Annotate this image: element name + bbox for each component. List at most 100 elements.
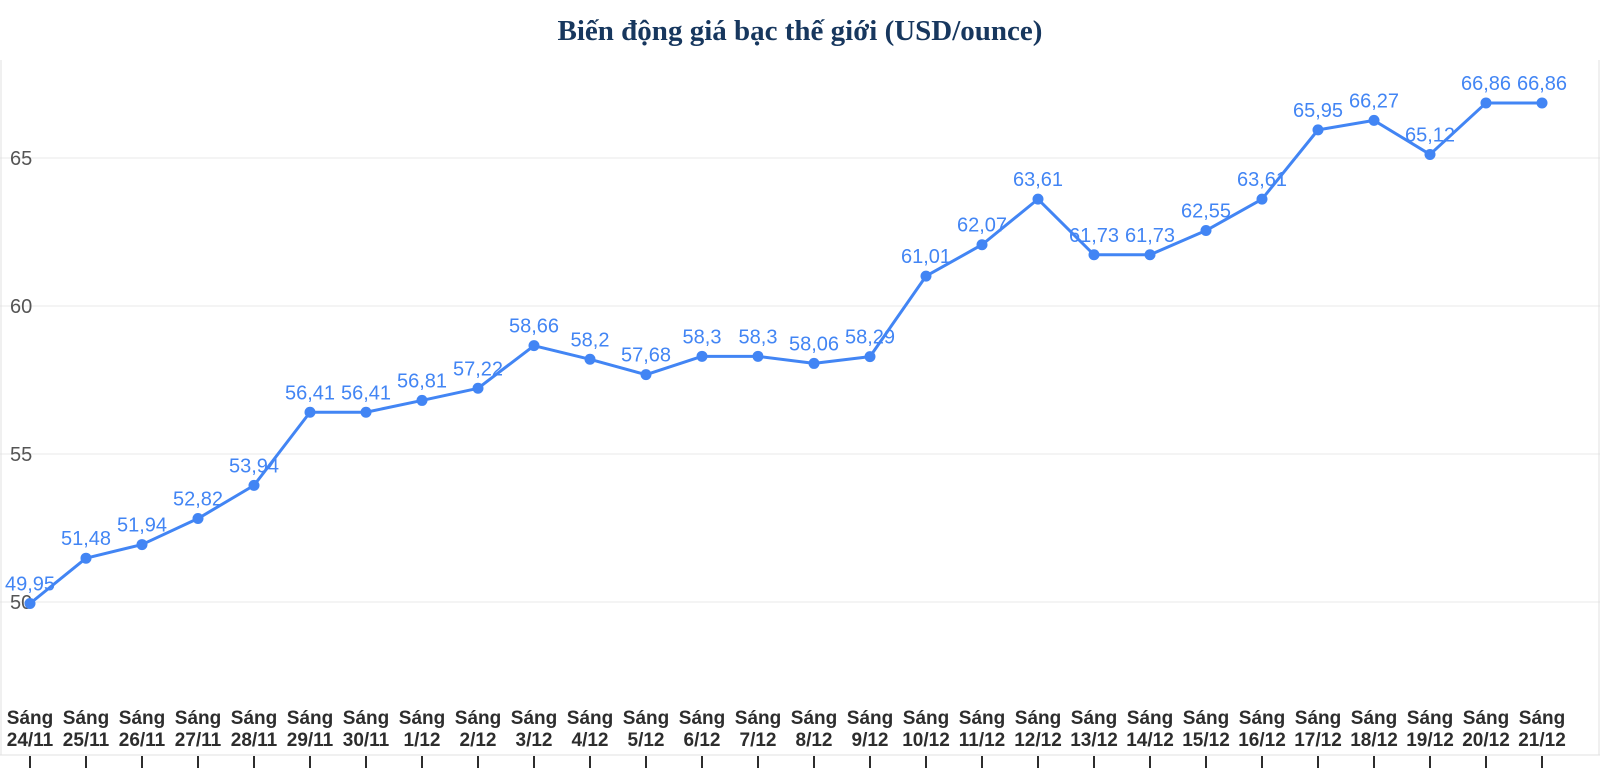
x-tick-label-top: Sáng bbox=[567, 708, 613, 729]
x-tick-label-top: Sáng bbox=[7, 708, 53, 729]
data-point-marker bbox=[1312, 124, 1324, 136]
x-tick-label-date: 17/12 bbox=[1294, 730, 1342, 751]
data-point-label: 62,55 bbox=[1181, 201, 1231, 223]
y-tick-label: 60 bbox=[10, 296, 32, 318]
x-tick-label-date: 13/12 bbox=[1070, 730, 1118, 751]
x-tick-label-top: Sáng bbox=[1239, 708, 1285, 729]
x-tick-label-date: 4/12 bbox=[572, 730, 609, 751]
data-point-label: 65,95 bbox=[1293, 100, 1343, 122]
data-point-label: 61,01 bbox=[901, 246, 951, 268]
x-tick-label-date: 7/12 bbox=[740, 730, 777, 751]
data-point-marker bbox=[976, 239, 988, 251]
x-tick-label-top: Sáng bbox=[231, 708, 277, 729]
data-point-marker bbox=[360, 406, 372, 418]
x-tick-label-date: 9/12 bbox=[852, 730, 889, 751]
x-tick-label-date: 1/12 bbox=[404, 730, 441, 751]
data-point-label: 63,61 bbox=[1013, 169, 1063, 191]
plot-area: 50556065Sáng24/11Sáng25/11Sáng26/11Sáng2… bbox=[0, 60, 1600, 768]
data-point-label: 52,82 bbox=[173, 489, 223, 511]
data-point-marker bbox=[24, 597, 36, 609]
y-tick-label: 55 bbox=[10, 444, 32, 466]
data-point-marker bbox=[1088, 249, 1100, 261]
data-point-label: 53,94 bbox=[229, 455, 279, 477]
x-tick-label-date: 11/12 bbox=[959, 730, 1006, 751]
x-tick-label-top: Sáng bbox=[903, 708, 949, 729]
y-tick-label: 65 bbox=[10, 148, 32, 170]
x-tick-label-date: 24/11 bbox=[7, 730, 54, 751]
x-tick-label-date: 26/11 bbox=[119, 730, 166, 751]
x-tick-label-date: 25/11 bbox=[63, 730, 110, 751]
x-tick-label-top: Sáng bbox=[455, 708, 501, 729]
x-tick-label-date: 19/12 bbox=[1406, 730, 1454, 751]
data-point-label: 58,06 bbox=[789, 333, 839, 355]
data-point-marker bbox=[1032, 193, 1044, 205]
data-point-label: 51,48 bbox=[61, 528, 111, 550]
x-tick-label-top: Sáng bbox=[287, 708, 333, 729]
x-tick-label-top: Sáng bbox=[399, 708, 445, 729]
data-point-marker bbox=[640, 369, 652, 381]
data-point-marker bbox=[416, 394, 428, 406]
x-tick-label-date: 5/12 bbox=[628, 730, 665, 751]
x-tick-label-date: 28/11 bbox=[231, 730, 278, 751]
data-point-label: 49,95 bbox=[5, 573, 55, 595]
x-tick-label-date: 14/12 bbox=[1126, 730, 1174, 751]
data-point-marker bbox=[136, 539, 148, 551]
data-point-marker bbox=[80, 552, 92, 564]
x-tick-label-date: 8/12 bbox=[796, 730, 833, 751]
data-point-marker bbox=[584, 353, 596, 365]
data-point-label: 58,3 bbox=[683, 326, 722, 348]
chart-title: Biến động giá bạc thế giới (USD/ounce) bbox=[558, 15, 1043, 47]
data-point-label: 58,66 bbox=[509, 316, 559, 338]
x-tick-label-top: Sáng bbox=[791, 708, 837, 729]
x-tick-label-date: 2/12 bbox=[460, 730, 497, 751]
x-tick-label-date: 30/11 bbox=[343, 730, 390, 751]
x-tick-label-date: 29/11 bbox=[287, 730, 334, 751]
data-point-label: 56,41 bbox=[285, 382, 335, 404]
data-point-label: 62,07 bbox=[957, 215, 1007, 237]
data-point-label: 61,73 bbox=[1125, 225, 1175, 247]
x-tick-label-date: 15/12 bbox=[1182, 730, 1230, 751]
data-point-marker bbox=[696, 350, 708, 362]
data-point-marker bbox=[1424, 148, 1436, 160]
data-point-marker bbox=[192, 513, 204, 525]
data-point-marker bbox=[1368, 114, 1380, 126]
data-point-label: 66,86 bbox=[1517, 73, 1567, 95]
x-tick-label-top: Sáng bbox=[1071, 708, 1117, 729]
data-point-marker bbox=[1200, 225, 1212, 237]
data-point-marker bbox=[528, 340, 540, 352]
data-point-label: 65,12 bbox=[1405, 124, 1455, 146]
data-point-label: 58,29 bbox=[845, 327, 895, 349]
x-tick-label-top: Sáng bbox=[1127, 708, 1173, 729]
series-line bbox=[28, 101, 1544, 605]
data-point-label: 61,73 bbox=[1069, 225, 1119, 247]
x-tick-label-top: Sáng bbox=[1183, 708, 1229, 729]
y-tick-label: 50 bbox=[10, 592, 32, 614]
data-point-marker bbox=[808, 357, 820, 369]
x-tick-label-date: 27/11 bbox=[175, 730, 222, 751]
x-tick-label-top: Sáng bbox=[1015, 708, 1061, 729]
x-tick-label-date: 16/12 bbox=[1238, 730, 1286, 751]
x-tick-label-top: Sáng bbox=[623, 708, 669, 729]
data-point-label: 57,68 bbox=[621, 345, 671, 367]
x-tick-label-top: Sáng bbox=[343, 708, 389, 729]
data-point-label: 63,61 bbox=[1237, 169, 1287, 191]
x-tick-label-date: 12/12 bbox=[1014, 730, 1062, 751]
x-tick-label-top: Sáng bbox=[1463, 708, 1509, 729]
x-tick-label-top: Sáng bbox=[679, 708, 725, 729]
data-point-marker bbox=[472, 382, 484, 394]
data-point-marker bbox=[864, 351, 876, 363]
x-tick-label-top: Sáng bbox=[959, 708, 1005, 729]
x-tick-label-top: Sáng bbox=[175, 708, 221, 729]
x-tick-label-top: Sáng bbox=[1407, 708, 1453, 729]
data-point-label: 66,86 bbox=[1461, 73, 1511, 95]
data-point-marker bbox=[304, 406, 316, 418]
data-point-marker bbox=[752, 350, 764, 362]
data-point-label: 58,3 bbox=[739, 326, 778, 348]
x-tick-label-date: 21/12 bbox=[1518, 730, 1566, 751]
x-tick-label-date: 20/12 bbox=[1462, 730, 1510, 751]
x-tick-label-top: Sáng bbox=[1519, 708, 1565, 729]
data-point-marker bbox=[920, 270, 932, 282]
data-point-label: 51,94 bbox=[117, 515, 167, 537]
